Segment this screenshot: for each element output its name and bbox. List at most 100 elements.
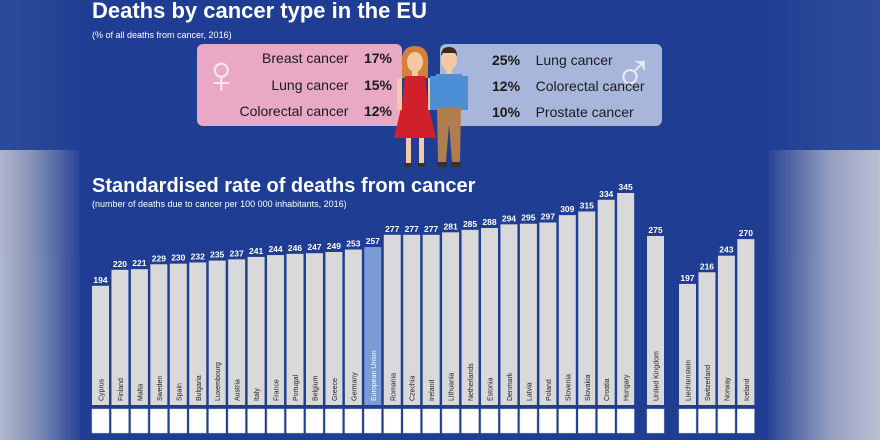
bar-romania (383, 234, 401, 405)
women-cause-pct: 15% (363, 77, 392, 93)
women-cause-label: Breast cancer (262, 50, 349, 66)
bar-value-label: 277 (405, 224, 419, 234)
country-label: Iceland (744, 378, 751, 401)
bar-malta (130, 269, 148, 405)
country-label: Slovakia (585, 374, 592, 401)
country-label: Croatia (604, 378, 611, 401)
country-label: Portugal (293, 374, 300, 401)
bar-value-label: 249 (327, 241, 341, 251)
women-row-2: Lung cancer 15% (271, 77, 392, 93)
country-label: Poland (546, 379, 553, 401)
bar-value-label: 246 (288, 243, 302, 253)
country-label: Greece (332, 378, 339, 401)
women-cause-pct: 12% (363, 103, 392, 119)
country-label: Belgium (312, 376, 319, 401)
flag-icon (737, 408, 755, 434)
bar-croatia (597, 199, 615, 405)
bar-value-label: 285 (463, 219, 477, 229)
country-label: Bulgaria (196, 375, 203, 401)
flag-icon (678, 408, 697, 434)
country-label: Malta (137, 384, 144, 401)
flag-icon (325, 408, 343, 434)
bar-value-label: 315 (580, 200, 594, 210)
country-label: Romania (390, 373, 397, 401)
bar-italy (247, 256, 265, 405)
bar-norway (717, 255, 735, 405)
flag-icon (130, 408, 149, 434)
bar-value-label: 288 (482, 217, 496, 227)
men-row-1: 25% Lung cancer (492, 52, 613, 68)
bar-value-label: 270 (739, 228, 753, 238)
bar-bulgaria (189, 262, 207, 405)
country-label: Switzerland (705, 365, 712, 401)
country-label: Germany (351, 372, 358, 401)
men-cause-label: Prostate cancer (535, 104, 634, 120)
men-cause-label: Colorectal cancer (535, 78, 645, 94)
bar-finland (111, 269, 129, 405)
bar-value-label: 334 (599, 189, 613, 199)
country-label: France (274, 379, 281, 401)
country-label: Liechtenstein (686, 360, 693, 401)
flag-icon (91, 408, 110, 434)
bar-value-label: 237 (230, 248, 244, 258)
country-label: Finland (118, 378, 125, 401)
women-row-1: Breast cancer 17% (262, 50, 392, 66)
bar-portugal (286, 253, 304, 405)
women-cause-label: Lung cancer (271, 77, 349, 93)
bar-value-label: 295 (521, 213, 535, 223)
flag-icon (344, 408, 363, 434)
flag-icon (646, 408, 665, 434)
main-panel: Deaths by cancer type in the EU (% of al… (82, 0, 768, 440)
bar-european-union (364, 247, 382, 405)
flag-icon (500, 408, 518, 434)
country-label: Hungary (624, 374, 631, 401)
country-label: Austria (235, 379, 242, 401)
bar-value-label: 230 (171, 253, 185, 263)
flag-icon (480, 408, 499, 434)
country-label: Italy (254, 388, 261, 401)
country-label: Netherlands (468, 363, 475, 401)
men-cause-pct: 12% (492, 78, 521, 94)
flag-icon (461, 408, 479, 434)
flag-icon (266, 408, 285, 434)
flag-icon (402, 408, 421, 434)
bar-spain (169, 263, 187, 405)
bar-value-label: 277 (385, 224, 399, 234)
bar-cyprus (92, 285, 109, 405)
country-label: European Union (371, 350, 378, 401)
male-symbol-icon: ♂ (613, 43, 655, 103)
women-cause-pct: 17% (363, 50, 392, 66)
flag-icon (578, 408, 596, 434)
female-symbol-icon: ♀ (201, 45, 242, 105)
bar-czechia (403, 234, 421, 405)
bar-value-label: 281 (444, 221, 458, 231)
flag-icon (519, 408, 538, 434)
bar-estonia (481, 228, 498, 405)
country-label: Slovenia (565, 374, 572, 401)
bar-value-label: 257 (366, 236, 380, 246)
bar-value-label: 216 (700, 261, 714, 271)
bar-value-label: 345 (619, 182, 633, 192)
flag-icon (558, 408, 577, 434)
country-label: Cyprus (99, 378, 106, 401)
bar-value-label: 309 (560, 204, 574, 214)
bar-value-label: 275 (648, 225, 662, 235)
men-row-2: 12% Colorectal cancer (492, 78, 645, 94)
bar-ireland (422, 234, 440, 405)
flag-icon (169, 408, 188, 434)
bar-luxembourg (208, 260, 226, 405)
flag-icon (422, 408, 440, 434)
woman-figure-icon (394, 46, 436, 167)
flag-icon (227, 408, 246, 434)
country-label: Ireland (429, 379, 436, 401)
women-row-3: Colorectal cancer 12% (239, 103, 392, 119)
bar-poland (539, 222, 557, 405)
flag-icon (539, 408, 557, 434)
bar-value-label: 247 (307, 242, 321, 252)
bar-greece (325, 251, 343, 405)
flag-icon (717, 408, 736, 434)
country-label: United Kingdom (654, 351, 661, 401)
flag-icon (441, 408, 460, 434)
bar-austria (228, 259, 246, 405)
